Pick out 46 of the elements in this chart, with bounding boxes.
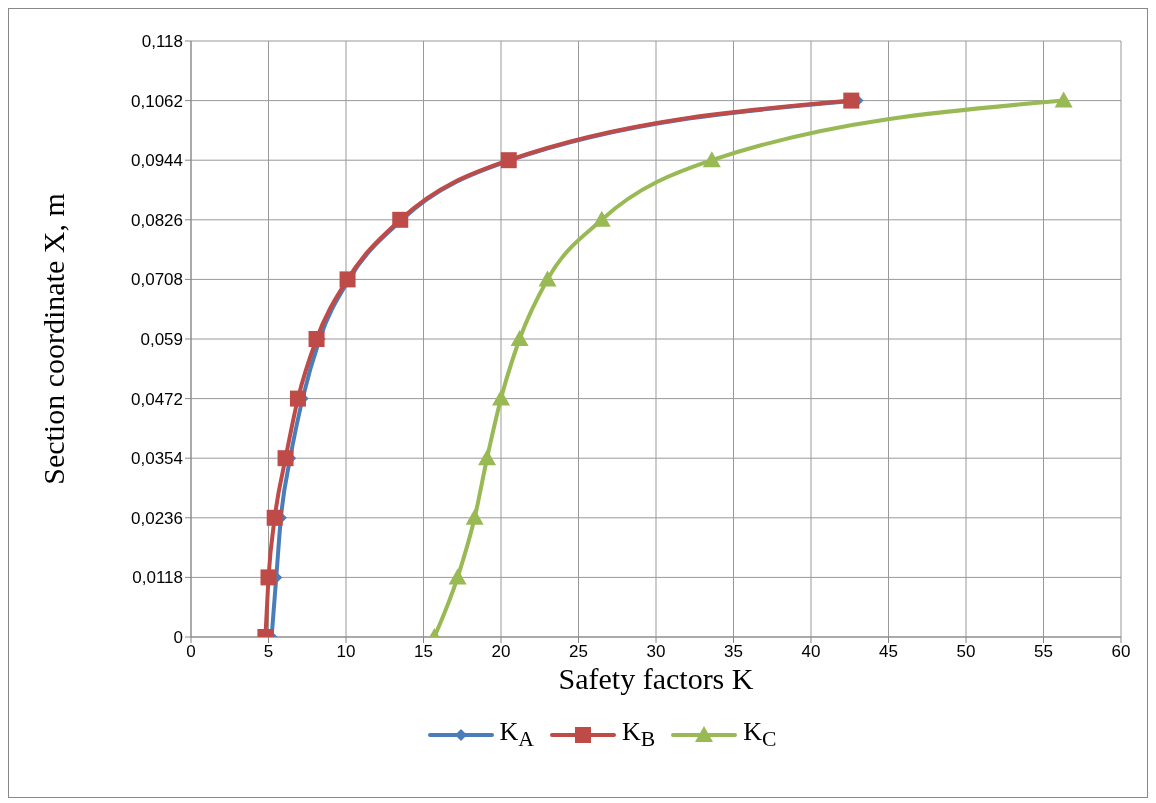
point [510,330,529,346]
legend-label: K$_{B}$ [621,717,656,753]
point [478,449,497,466]
point [702,151,721,168]
x-tick-label: 30 [646,642,666,662]
x-tick-label: 55 [1034,642,1053,662]
y-tick-label: 0,0236 [131,508,183,528]
y-axis-title: Section coordinate X, m [36,193,70,485]
y-tick-label: 0,0826 [131,210,183,230]
y-tick-label: 0,0944 [131,151,183,171]
x-tick-label: 20 [491,642,511,662]
point [843,92,860,109]
x-tick-label: 50 [956,642,976,662]
point [592,210,611,227]
point [266,509,283,526]
y-tick-label: 0,0118 [132,568,183,588]
x-tick-label: 5 [263,642,274,662]
point [492,389,510,406]
x-tick-label: 45 [879,642,898,662]
x-tick-label: 60 [1111,642,1131,662]
x-tick-label: 35 [724,642,743,662]
y-tick-label: 0,1062 [131,91,183,111]
y-tick-label: 0 [173,628,183,648]
y-tick-label: 0,0354 [131,449,183,469]
point [1054,91,1073,108]
legend-label: K$_{C}$ [743,717,777,753]
y-tick-label: 0,0708 [131,270,183,290]
x-axis-title: Safety factors K [558,662,754,695]
point [260,569,277,586]
point [465,508,484,525]
y-tick-label: 0,059 [140,330,183,350]
point [339,271,356,288]
x-tick-label: 10 [336,642,356,662]
point [538,270,557,287]
x-tick-label: 25 [569,642,588,662]
legend-label: K$_{A}$ [499,717,534,753]
x-tick-label: 40 [801,642,821,662]
point [277,450,294,467]
x-tick-label: 15 [414,642,433,662]
y-tick-label: 0,118 [141,32,183,52]
point [289,390,306,407]
point [500,152,517,169]
x-tick-label: 0 [186,642,196,662]
point [448,568,467,585]
y-tick-label: 0,0472 [131,389,183,409]
point [308,331,325,347]
